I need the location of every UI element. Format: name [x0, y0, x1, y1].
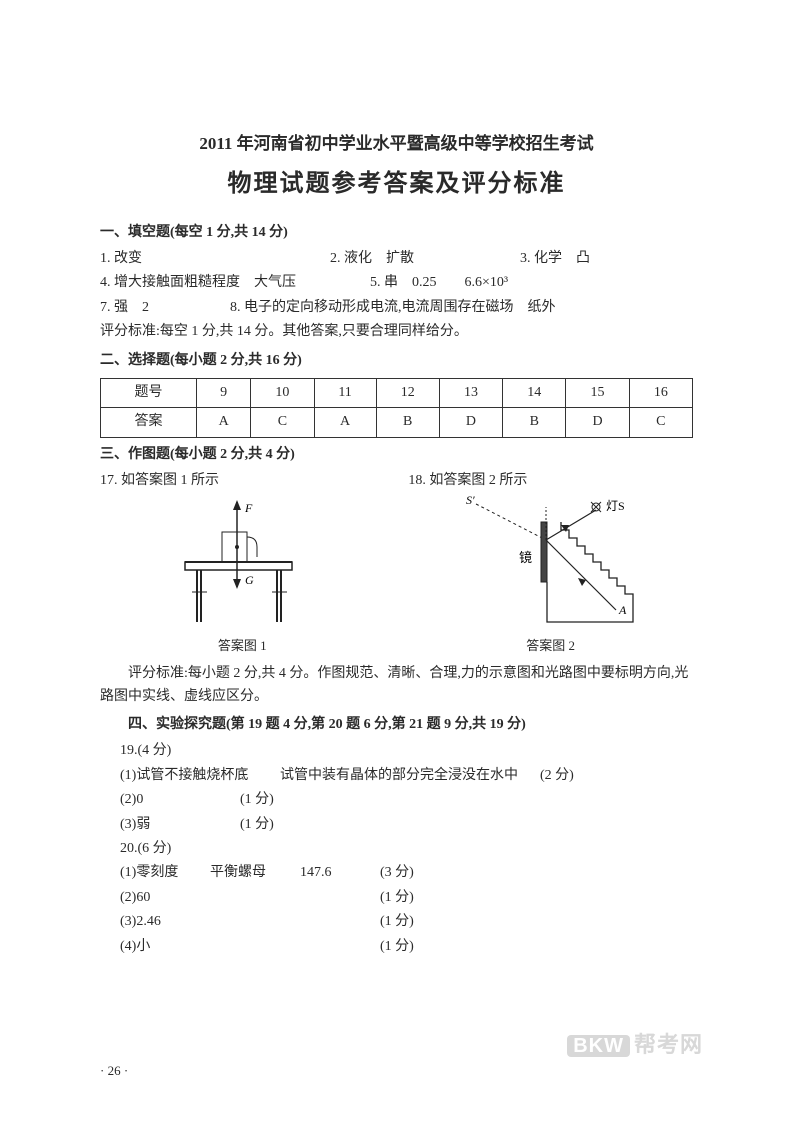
exam-title-line1: 2011 年河南省初中学业水平暨高级中等学校招生考试 — [100, 130, 693, 157]
section4-head: 四、实验探究题(第 19 题 4 分,第 20 题 6 分,第 21 题 9 分… — [100, 714, 693, 736]
col-10: 10 — [251, 378, 314, 407]
q19-1s: (2 分) — [540, 765, 574, 787]
q19-2: (2)0 (1 分) — [120, 789, 693, 811]
svg-text:镜: 镜 — [519, 550, 532, 565]
col-16: 16 — [629, 378, 692, 407]
row-label: 答案 — [101, 408, 197, 437]
figure-2-caption: 答案图 2 — [408, 636, 693, 657]
ans-7: 7. 强 2 — [100, 297, 200, 319]
fill-row-3: 7. 强 2 8. 电子的定向移动形成电流,电流周围存在磁场 纸外 — [100, 297, 693, 319]
svg-text:A: A — [618, 603, 627, 617]
section2-head: 二、选择题(每小题 2 分,共 16 分) — [100, 350, 693, 372]
section3-head: 三、作图题(每小题 2 分,共 4 分) — [100, 444, 693, 466]
watermark-text: 帮考网 — [634, 1032, 703, 1057]
q18-text: 18. 如答案图 2 所示 — [408, 470, 693, 492]
ans-cell: B — [376, 408, 439, 437]
section1-note: 评分标准:每空 1 分,共 14 分。其他答案,只要合理同样给分。 — [100, 321, 693, 343]
q19-2a: (2)0 — [120, 789, 240, 811]
q20-1b: 平衡螺母 — [210, 862, 300, 884]
q20-1s: (3 分) — [380, 862, 414, 884]
ans-cell: D — [566, 408, 629, 437]
ans-cell: A — [197, 408, 251, 437]
col-9: 9 — [197, 378, 251, 407]
table-row-answers: 答案 A C A B D B D C — [101, 408, 693, 437]
section3-note: 评分标准:每小题 2 分,共 4 分。作图规范、清晰、合理,力的示意图和光路图中… — [100, 663, 693, 708]
ans-8: 8. 电子的定向移动形成电流,电流周围存在磁场 纸外 — [230, 297, 556, 319]
q20-3: (3)2.46 (1 分) — [120, 911, 693, 933]
page-number: · 26 · — [100, 1061, 128, 1082]
q17-text: 17. 如答案图 1 所示 — [100, 470, 385, 492]
fill-row-1: 1. 改变 2. 液化 扩散 3. 化学 凸 — [100, 248, 693, 270]
col-15: 15 — [566, 378, 629, 407]
q20-2: (2)60 (1 分) — [120, 887, 693, 909]
q20-3s: (1 分) — [380, 911, 414, 933]
q19-3: (3)弱 (1 分) — [120, 814, 693, 836]
q20-1: (1)零刻度 平衡螺母 147.6 (3 分) — [120, 862, 693, 884]
col-12: 12 — [376, 378, 439, 407]
q19-1b: 试管中装有晶体的部分完全浸没在水中 — [280, 765, 540, 787]
svg-text:F: F — [244, 501, 253, 515]
q20-4a: (4)小 — [120, 936, 380, 958]
ans-cell: C — [629, 408, 692, 437]
q19-3a: (3)弱 — [120, 814, 240, 836]
q20-2s: (1 分) — [380, 887, 414, 909]
ans-2: 2. 液化 扩散 — [330, 248, 490, 270]
q19-2s: (1 分) — [240, 789, 274, 811]
q20-4s: (1 分) — [380, 936, 414, 958]
figure-1-col: 17. 如答案图 1 所示 F G 答案图 1 — [100, 470, 385, 657]
answer-table: 题号 9 10 11 12 13 14 15 16 答案 A C A B D B… — [100, 378, 693, 438]
figure-row: 17. 如答案图 1 所示 F G 答案图 1 18. 如答案图 2 所示 S′ — [100, 470, 693, 657]
q20-title: 20.(6 分) — [120, 838, 693, 860]
svg-text:S′: S′ — [466, 493, 475, 507]
ans-cell: B — [503, 408, 566, 437]
ans-4: 4. 增大接触面粗糙程度 大气压 — [100, 272, 340, 294]
ans-3: 3. 化学 凸 — [520, 248, 590, 270]
q19-title: 19.(4 分) — [120, 740, 693, 762]
figure-2-svg: S′ 灯S 镜 A — [451, 492, 651, 632]
watermark: BKW帮考网 — [567, 1027, 703, 1062]
section1-head: 一、填空题(每空 1 分,共 14 分) — [100, 222, 693, 244]
q20-1c: 147.6 — [300, 862, 380, 884]
col-13: 13 — [439, 378, 502, 407]
figure-2-col: 18. 如答案图 2 所示 S′ 灯S 镜 A 答案图 2 — [408, 470, 693, 657]
q20-1a: (1)零刻度 — [120, 862, 210, 884]
svg-text:G: G — [245, 573, 254, 587]
table-row-header: 题号 9 10 11 12 13 14 15 16 — [101, 378, 693, 407]
q19-3s: (1 分) — [240, 814, 274, 836]
ans-cell: C — [251, 408, 314, 437]
q19-1: (1)试管不接触烧杯底 试管中装有晶体的部分完全浸没在水中 (2 分) — [120, 765, 693, 787]
q20-2a: (2)60 — [120, 887, 380, 909]
col-14: 14 — [503, 378, 566, 407]
ans-cell: A — [314, 408, 376, 437]
q19-1a: (1)试管不接触烧杯底 — [120, 765, 280, 787]
q20-3a: (3)2.46 — [120, 911, 380, 933]
ans-5: 5. 串 0.25 6.6×10³ — [370, 272, 508, 294]
svg-text:灯S: 灯S — [606, 499, 625, 513]
ans-cell: D — [439, 408, 502, 437]
ans-1: 1. 改变 — [100, 248, 300, 270]
fill-row-2: 4. 增大接触面粗糙程度 大气压 5. 串 0.25 6.6×10³ — [100, 272, 693, 294]
row-label: 题号 — [101, 378, 197, 407]
col-11: 11 — [314, 378, 376, 407]
exam-title-line2: 物理试题参考答案及评分标准 — [100, 165, 693, 203]
figure-1-svg: F G — [167, 492, 317, 632]
figure-1-caption: 答案图 1 — [100, 636, 385, 657]
q20-4: (4)小 (1 分) — [120, 936, 693, 958]
watermark-logo: BKW — [567, 1035, 630, 1057]
